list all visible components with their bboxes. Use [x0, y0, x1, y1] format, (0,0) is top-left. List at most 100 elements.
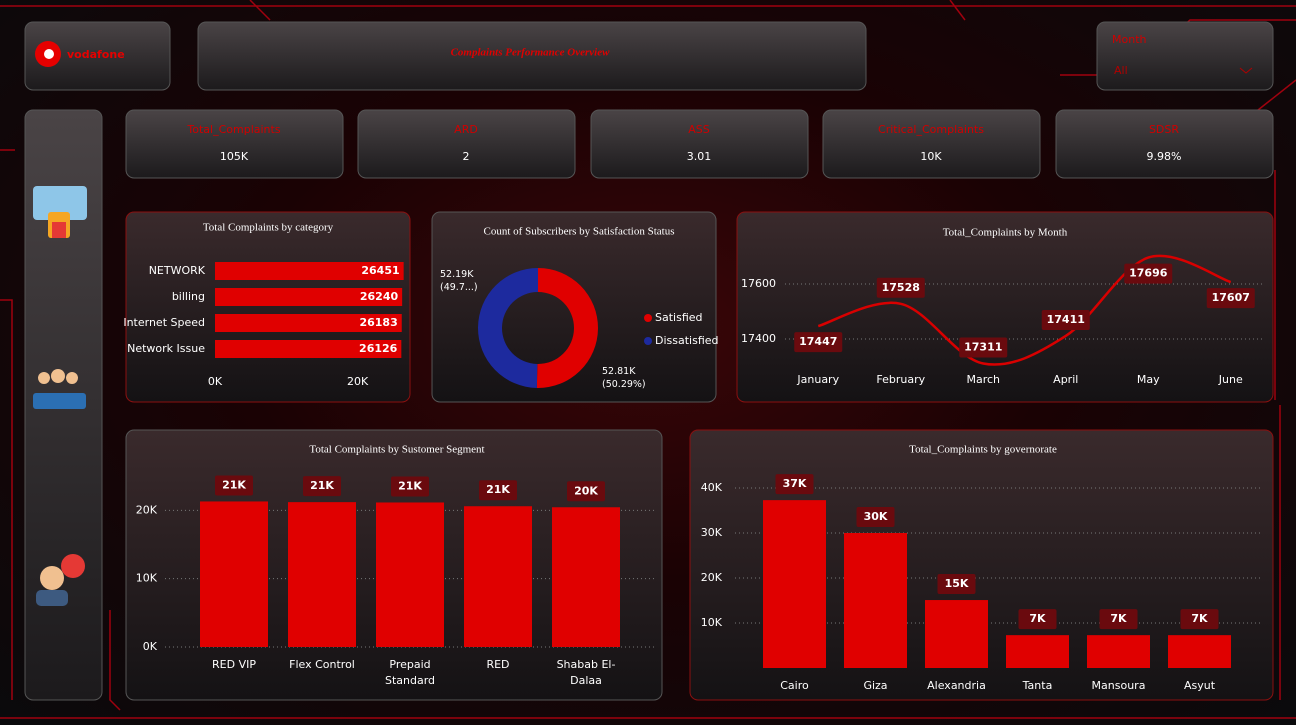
chart-title: Total Complaints by Sustomer Segment — [309, 444, 484, 456]
slicer-chevron[interactable] — [1239, 67, 1253, 74]
data-label: 7K — [1191, 612, 1208, 625]
x-tick-label: Tanta — [1022, 679, 1053, 692]
legend-marker — [644, 337, 652, 345]
bar — [1087, 635, 1150, 668]
y-tick-label: Network Issue — [127, 342, 205, 355]
legend-label: Dissatisfied — [655, 334, 719, 347]
data-label-box — [1206, 288, 1255, 309]
data-label: 37K — [783, 477, 807, 490]
x-tick-label: Prepaid Standard — [384, 658, 436, 687]
bar — [376, 502, 444, 647]
x-tick-label: RED VIP — [212, 658, 256, 671]
y-tick-label: 30K — [701, 526, 723, 539]
kpi-value: 9.98% — [1147, 150, 1182, 163]
data-label-box — [391, 476, 429, 497]
x-tick-label: March — [966, 373, 1000, 386]
data-label-box — [775, 474, 814, 495]
kpi-card — [822, 109, 1041, 179]
kpi-card — [1055, 109, 1274, 179]
slicer-box[interactable] — [1096, 21, 1274, 91]
data-label: 26126 — [359, 342, 398, 355]
x-tick-label: 0K — [208, 375, 223, 388]
legend-marker — [644, 314, 652, 322]
kpi-card — [590, 109, 809, 179]
title-box — [197, 21, 867, 91]
data-label-box — [1099, 609, 1138, 630]
bar — [1006, 635, 1069, 668]
x-tick-label: April — [1053, 373, 1078, 386]
chart-title: Total_Complaints by Month — [943, 227, 1068, 239]
x-tick-label: Asyut — [1183, 679, 1216, 692]
chart-title: Total_Complaints by governorate — [909, 444, 1057, 456]
data-label: 17447 — [799, 335, 837, 348]
x-tick-label: Alexandria — [927, 679, 986, 692]
data-label-box — [1018, 609, 1057, 630]
data-label-box — [215, 475, 253, 496]
kpi-label: Critical_Complaints — [878, 123, 984, 136]
y-tick-label: 17400 — [741, 332, 776, 345]
chart-title: Total Complaints by category — [203, 222, 334, 234]
data-label: 17311 — [964, 340, 1002, 353]
data-label-box — [1124, 263, 1173, 284]
y-tick-label: 17600 — [741, 277, 776, 290]
kpi-value: 105K — [220, 150, 249, 163]
bar — [215, 340, 402, 358]
y-tick-label: billing — [172, 290, 205, 303]
bar — [464, 506, 532, 647]
kpi-label: ARD — [454, 123, 478, 136]
kpi-label: Total_Complaints — [186, 123, 280, 136]
x-tick-label: Shabab El-Dalaa — [556, 658, 616, 687]
bar — [552, 507, 620, 647]
y-tick-label: 40K — [701, 481, 723, 494]
x-tick-label: January — [796, 373, 839, 386]
x-tick-label: Giza — [863, 679, 888, 692]
line — [817, 254, 1232, 366]
x-tick-label: Flex Control — [289, 658, 355, 671]
data-label-box — [1041, 309, 1090, 330]
legend-label: Satisfied — [655, 311, 703, 324]
logo-mark-inner — [44, 49, 54, 59]
data-label: 26451 — [361, 264, 399, 277]
data-label-box — [479, 480, 517, 501]
bar — [215, 288, 403, 306]
data-label: 17411 — [1047, 313, 1085, 326]
data-label: 21K — [398, 479, 422, 492]
data-label-box — [303, 476, 341, 497]
kpi-value: 3.01 — [687, 150, 712, 163]
page-title: Complaints Performance Overview — [451, 47, 611, 59]
x-tick-label: May — [1137, 373, 1160, 386]
data-label: 26240 — [360, 290, 399, 303]
x-tick-label: 20K — [347, 375, 369, 388]
bar — [215, 262, 404, 280]
data-label-box — [1180, 609, 1219, 630]
data-label-box — [567, 481, 605, 502]
y-tick-label: NETWORK — [149, 264, 206, 277]
x-tick-label: February — [876, 373, 925, 386]
donut-slice — [536, 268, 598, 388]
data-label-box — [959, 337, 1008, 358]
data-label-box — [937, 574, 976, 595]
data-label: 21K — [486, 483, 510, 496]
bar — [925, 600, 988, 668]
kpi-card — [125, 109, 344, 179]
data-label: 21K — [310, 479, 334, 492]
data-label-box — [794, 332, 843, 353]
chart-title: Count of Subscribers by Satisfaction Sta… — [484, 226, 675, 238]
data-label: 15K — [945, 577, 969, 590]
bar — [215, 314, 402, 332]
x-tick-label: June — [1218, 373, 1243, 386]
bar — [1168, 635, 1231, 668]
data-label-box — [876, 277, 925, 298]
data-label: 26183 — [359, 316, 397, 329]
bar — [844, 533, 907, 668]
data-label-box — [856, 507, 895, 527]
y-tick-label: Internet Speed — [123, 316, 205, 329]
data-label: 7K — [1110, 612, 1127, 625]
donut-slice — [477, 268, 538, 388]
y-tick-label: 10K — [701, 616, 723, 629]
sidebar-icons — [33, 186, 87, 606]
slicer-value[interactable]: All — [1114, 64, 1128, 77]
x-tick-label: Cairo — [780, 679, 809, 692]
